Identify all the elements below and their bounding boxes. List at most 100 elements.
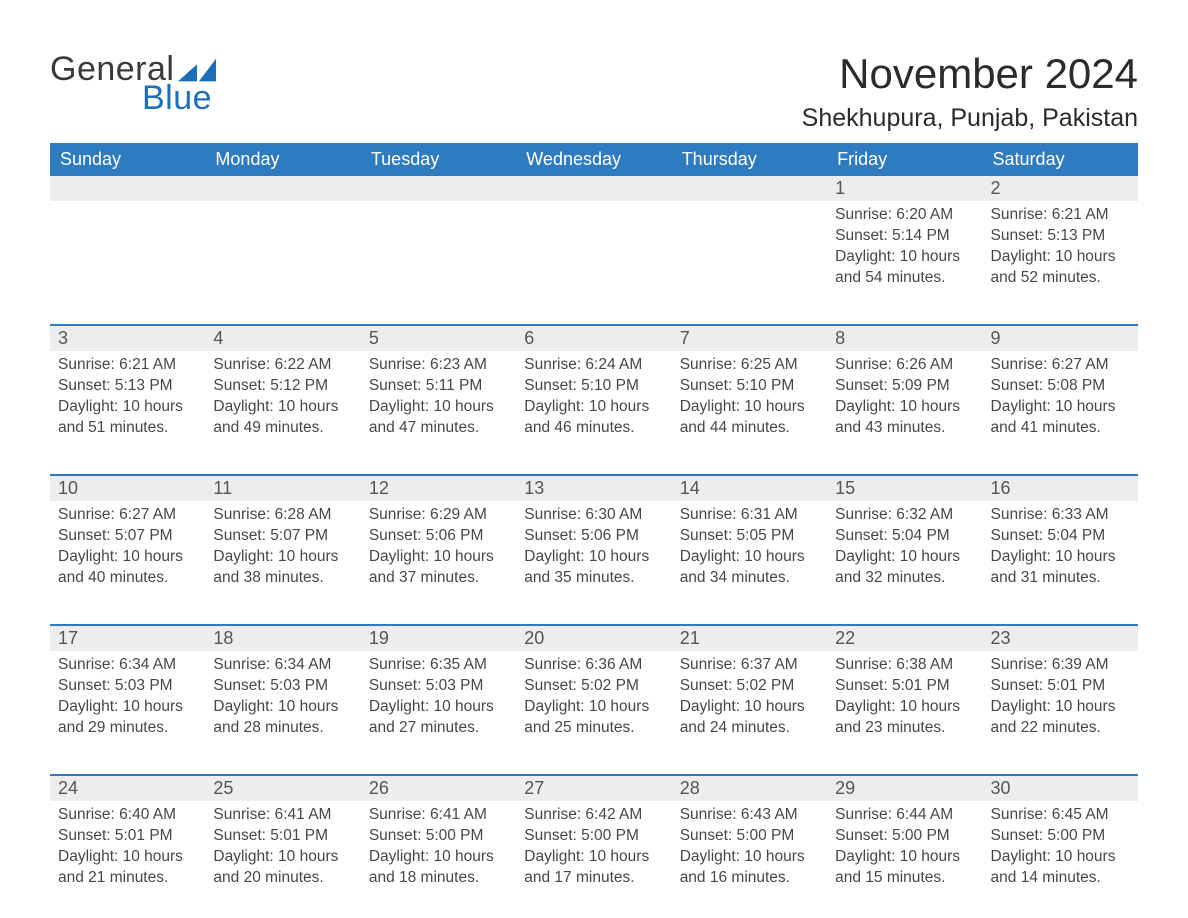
daylight-line: Daylight: 10 hours and 28 minutes. bbox=[213, 697, 352, 739]
daylight-line: Daylight: 10 hours and 16 minutes. bbox=[680, 847, 819, 889]
day-body: Sunrise: 6:21 AMSunset: 5:13 PMDaylight:… bbox=[983, 201, 1138, 289]
day-body: Sunrise: 6:45 AMSunset: 5:00 PMDaylight:… bbox=[983, 801, 1138, 889]
day-number: 26 bbox=[361, 776, 516, 801]
daylight-line: Daylight: 10 hours and 27 minutes. bbox=[369, 697, 508, 739]
daylight-line: Daylight: 10 hours and 22 minutes. bbox=[991, 697, 1130, 739]
sunset-line: Sunset: 5:07 PM bbox=[213, 526, 352, 547]
day-number: 20 bbox=[516, 626, 671, 651]
day-body: Sunrise: 6:33 AMSunset: 5:04 PMDaylight:… bbox=[983, 501, 1138, 589]
day-number bbox=[361, 176, 516, 201]
sunrise-line: Sunrise: 6:41 AM bbox=[369, 805, 508, 826]
sunset-line: Sunset: 5:00 PM bbox=[835, 826, 974, 847]
day-body: Sunrise: 6:31 AMSunset: 5:05 PMDaylight:… bbox=[672, 501, 827, 589]
sunset-line: Sunset: 5:11 PM bbox=[369, 376, 508, 397]
daylight-line: Daylight: 10 hours and 23 minutes. bbox=[835, 697, 974, 739]
sunset-line: Sunset: 5:00 PM bbox=[524, 826, 663, 847]
calendar-cell: 1Sunrise: 6:20 AMSunset: 5:14 PMDaylight… bbox=[827, 176, 982, 296]
day-number: 15 bbox=[827, 476, 982, 501]
day-body: Sunrise: 6:25 AMSunset: 5:10 PMDaylight:… bbox=[672, 351, 827, 439]
day-body: Sunrise: 6:42 AMSunset: 5:00 PMDaylight:… bbox=[516, 801, 671, 889]
sunrise-line: Sunrise: 6:25 AM bbox=[680, 355, 819, 376]
sunrise-line: Sunrise: 6:27 AM bbox=[991, 355, 1130, 376]
sunset-line: Sunset: 5:06 PM bbox=[524, 526, 663, 547]
day-body: Sunrise: 6:23 AMSunset: 5:11 PMDaylight:… bbox=[361, 351, 516, 439]
sunrise-line: Sunrise: 6:35 AM bbox=[369, 655, 508, 676]
calendar-cell: 9Sunrise: 6:27 AMSunset: 5:08 PMDaylight… bbox=[983, 326, 1138, 446]
day-body: Sunrise: 6:27 AMSunset: 5:08 PMDaylight:… bbox=[983, 351, 1138, 439]
day-number: 27 bbox=[516, 776, 671, 801]
day-body: Sunrise: 6:24 AMSunset: 5:10 PMDaylight:… bbox=[516, 351, 671, 439]
day-number: 3 bbox=[50, 326, 205, 351]
sunset-line: Sunset: 5:01 PM bbox=[835, 676, 974, 697]
sunrise-line: Sunrise: 6:26 AM bbox=[835, 355, 974, 376]
sunrise-line: Sunrise: 6:36 AM bbox=[524, 655, 663, 676]
calendar-cell: 15Sunrise: 6:32 AMSunset: 5:04 PMDayligh… bbox=[827, 476, 982, 596]
day-body: Sunrise: 6:40 AMSunset: 5:01 PMDaylight:… bbox=[50, 801, 205, 889]
calendar: SundayMondayTuesdayWednesdayThursdayFrid… bbox=[50, 143, 1138, 896]
day-body: Sunrise: 6:43 AMSunset: 5:00 PMDaylight:… bbox=[672, 801, 827, 889]
calendar-cell bbox=[205, 176, 360, 296]
sunset-line: Sunset: 5:00 PM bbox=[680, 826, 819, 847]
sunset-line: Sunset: 5:01 PM bbox=[58, 826, 197, 847]
calendar-cell: 19Sunrise: 6:35 AMSunset: 5:03 PMDayligh… bbox=[361, 626, 516, 746]
daylight-line: Daylight: 10 hours and 31 minutes. bbox=[991, 547, 1130, 589]
sunrise-line: Sunrise: 6:38 AM bbox=[835, 655, 974, 676]
day-number: 16 bbox=[983, 476, 1138, 501]
calendar-cell: 8Sunrise: 6:26 AMSunset: 5:09 PMDaylight… bbox=[827, 326, 982, 446]
day-body: Sunrise: 6:34 AMSunset: 5:03 PMDaylight:… bbox=[205, 651, 360, 739]
sunset-line: Sunset: 5:10 PM bbox=[524, 376, 663, 397]
logo-flag-icon bbox=[178, 58, 216, 82]
daylight-line: Daylight: 10 hours and 20 minutes. bbox=[213, 847, 352, 889]
sunrise-line: Sunrise: 6:21 AM bbox=[58, 355, 197, 376]
daylight-line: Daylight: 10 hours and 49 minutes. bbox=[213, 397, 352, 439]
day-number bbox=[50, 176, 205, 201]
sunset-line: Sunset: 5:01 PM bbox=[213, 826, 352, 847]
calendar-cell: 24Sunrise: 6:40 AMSunset: 5:01 PMDayligh… bbox=[50, 776, 205, 896]
sunrise-line: Sunrise: 6:42 AM bbox=[524, 805, 663, 826]
sunrise-line: Sunrise: 6:29 AM bbox=[369, 505, 508, 526]
day-body: Sunrise: 6:22 AMSunset: 5:12 PMDaylight:… bbox=[205, 351, 360, 439]
sunset-line: Sunset: 5:00 PM bbox=[369, 826, 508, 847]
calendar-cell: 28Sunrise: 6:43 AMSunset: 5:00 PMDayligh… bbox=[672, 776, 827, 896]
sunrise-line: Sunrise: 6:32 AM bbox=[835, 505, 974, 526]
sunset-line: Sunset: 5:13 PM bbox=[991, 226, 1130, 247]
day-body: Sunrise: 6:44 AMSunset: 5:00 PMDaylight:… bbox=[827, 801, 982, 889]
day-number bbox=[672, 176, 827, 201]
daylight-line: Daylight: 10 hours and 14 minutes. bbox=[991, 847, 1130, 889]
day-body: Sunrise: 6:28 AMSunset: 5:07 PMDaylight:… bbox=[205, 501, 360, 589]
calendar-cell: 11Sunrise: 6:28 AMSunset: 5:07 PMDayligh… bbox=[205, 476, 360, 596]
day-number: 30 bbox=[983, 776, 1138, 801]
sunrise-line: Sunrise: 6:23 AM bbox=[369, 355, 508, 376]
sunset-line: Sunset: 5:02 PM bbox=[680, 676, 819, 697]
sunrise-line: Sunrise: 6:31 AM bbox=[680, 505, 819, 526]
calendar-cell: 21Sunrise: 6:37 AMSunset: 5:02 PMDayligh… bbox=[672, 626, 827, 746]
location: Shekhupura, Punjab, Pakistan bbox=[802, 104, 1138, 133]
week-row: 1Sunrise: 6:20 AMSunset: 5:14 PMDaylight… bbox=[50, 176, 1138, 296]
calendar-cell: 2Sunrise: 6:21 AMSunset: 5:13 PMDaylight… bbox=[983, 176, 1138, 296]
daylight-line: Daylight: 10 hours and 40 minutes. bbox=[58, 547, 197, 589]
daylight-line: Daylight: 10 hours and 35 minutes. bbox=[524, 547, 663, 589]
day-number: 6 bbox=[516, 326, 671, 351]
daylight-line: Daylight: 10 hours and 43 minutes. bbox=[835, 397, 974, 439]
weeks-container: 1Sunrise: 6:20 AMSunset: 5:14 PMDaylight… bbox=[50, 176, 1138, 896]
day-number: 5 bbox=[361, 326, 516, 351]
day-header: Monday bbox=[205, 143, 360, 176]
day-number: 13 bbox=[516, 476, 671, 501]
calendar-cell: 10Sunrise: 6:27 AMSunset: 5:07 PMDayligh… bbox=[50, 476, 205, 596]
sunrise-line: Sunrise: 6:34 AM bbox=[58, 655, 197, 676]
calendar-cell: 14Sunrise: 6:31 AMSunset: 5:05 PMDayligh… bbox=[672, 476, 827, 596]
day-number bbox=[205, 176, 360, 201]
day-body: Sunrise: 6:21 AMSunset: 5:13 PMDaylight:… bbox=[50, 351, 205, 439]
daylight-line: Daylight: 10 hours and 25 minutes. bbox=[524, 697, 663, 739]
day-number: 9 bbox=[983, 326, 1138, 351]
calendar-cell: 17Sunrise: 6:34 AMSunset: 5:03 PMDayligh… bbox=[50, 626, 205, 746]
day-body: Sunrise: 6:27 AMSunset: 5:07 PMDaylight:… bbox=[50, 501, 205, 589]
sunset-line: Sunset: 5:04 PM bbox=[835, 526, 974, 547]
calendar-cell: 6Sunrise: 6:24 AMSunset: 5:10 PMDaylight… bbox=[516, 326, 671, 446]
day-number: 2 bbox=[983, 176, 1138, 201]
sunset-line: Sunset: 5:04 PM bbox=[991, 526, 1130, 547]
calendar-cell: 29Sunrise: 6:44 AMSunset: 5:00 PMDayligh… bbox=[827, 776, 982, 896]
day-body: Sunrise: 6:30 AMSunset: 5:06 PMDaylight:… bbox=[516, 501, 671, 589]
calendar-cell bbox=[516, 176, 671, 296]
calendar-cell: 13Sunrise: 6:30 AMSunset: 5:06 PMDayligh… bbox=[516, 476, 671, 596]
